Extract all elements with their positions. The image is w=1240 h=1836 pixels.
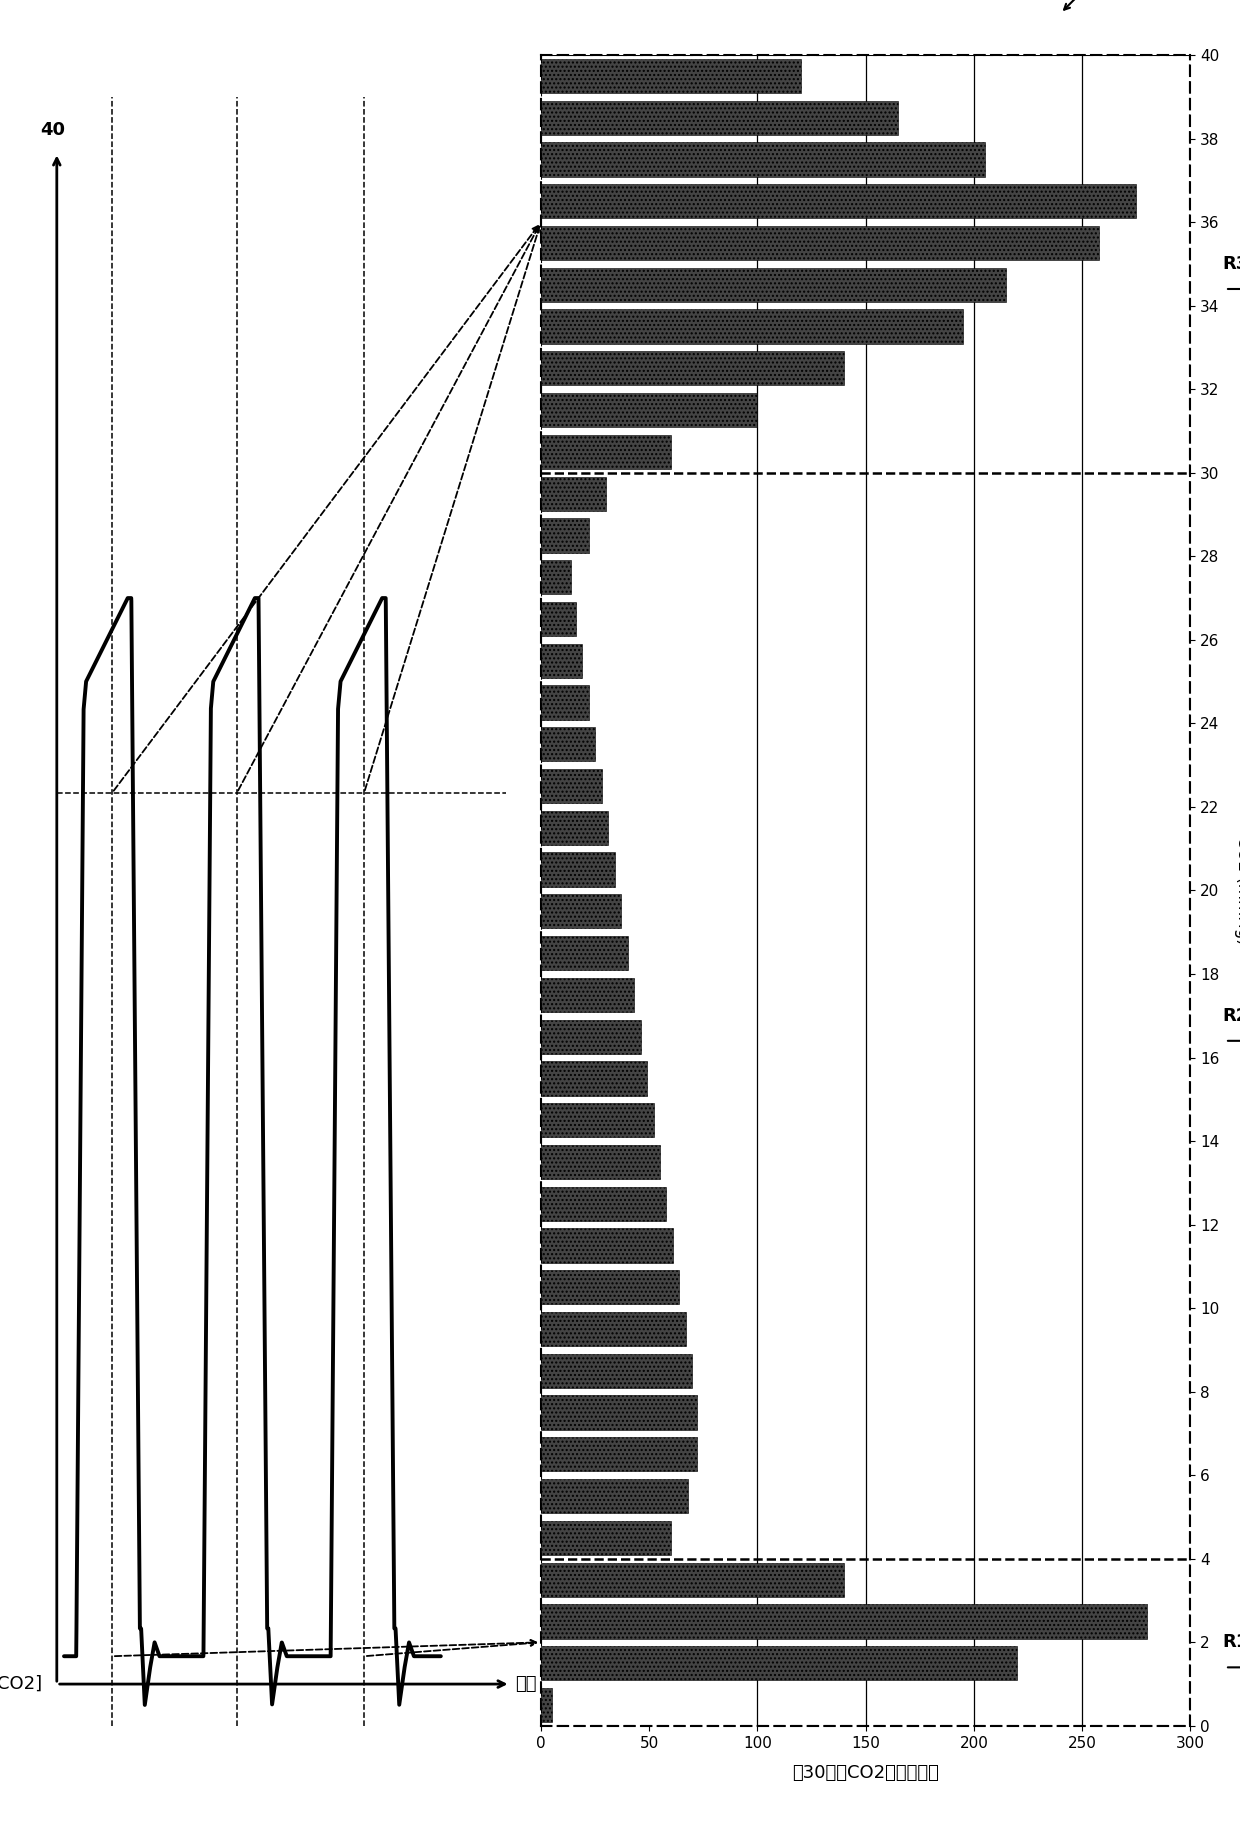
Bar — [541, 1228, 673, 1263]
Y-axis label: CO2 (mmHg): CO2 (mmHg) — [1234, 835, 1240, 946]
Bar — [541, 727, 595, 762]
Bar — [541, 644, 582, 677]
Bar — [541, 1186, 666, 1221]
Bar — [541, 268, 1007, 301]
Bar — [541, 1313, 686, 1346]
Bar — [541, 351, 844, 386]
Bar — [541, 602, 575, 635]
Bar — [541, 393, 758, 428]
Text: R1: R1 — [1223, 1634, 1240, 1651]
Bar — [541, 310, 963, 343]
Bar — [541, 1562, 844, 1597]
Bar — [541, 812, 608, 845]
Text: [CO2]: [CO2] — [0, 1674, 42, 1693]
Bar — [541, 1146, 660, 1179]
Text: R3: R3 — [1223, 255, 1240, 274]
Bar — [541, 852, 615, 887]
Bar — [541, 101, 898, 134]
Bar — [541, 59, 801, 94]
Bar — [541, 1061, 647, 1096]
Bar — [541, 769, 601, 802]
Bar — [541, 1605, 1147, 1638]
Bar — [541, 1271, 680, 1304]
Bar — [541, 184, 1136, 218]
Text: 时间: 时间 — [516, 1674, 537, 1693]
Bar — [541, 1438, 697, 1471]
Text: R2: R2 — [1223, 1006, 1240, 1024]
Bar — [541, 1019, 641, 1054]
Bar — [541, 477, 606, 510]
Bar — [541, 518, 589, 553]
Bar — [541, 894, 621, 929]
Text: 40: 40 — [40, 121, 64, 138]
Bar — [541, 1687, 552, 1722]
Bar — [541, 143, 985, 176]
Bar — [541, 1480, 688, 1513]
Bar — [541, 1395, 697, 1430]
Bar — [541, 1647, 1017, 1680]
Bar — [541, 1353, 692, 1388]
Bar — [541, 560, 572, 595]
Bar — [541, 685, 589, 720]
Bar — [541, 979, 634, 1012]
Bar — [541, 435, 671, 468]
Bar — [541, 1103, 653, 1136]
X-axis label: 匃30秒内CO2的采样数量: 匃30秒内CO2的采样数量 — [792, 1764, 939, 1783]
Bar — [541, 936, 627, 969]
Bar — [541, 1520, 671, 1555]
Bar — [541, 226, 1100, 261]
